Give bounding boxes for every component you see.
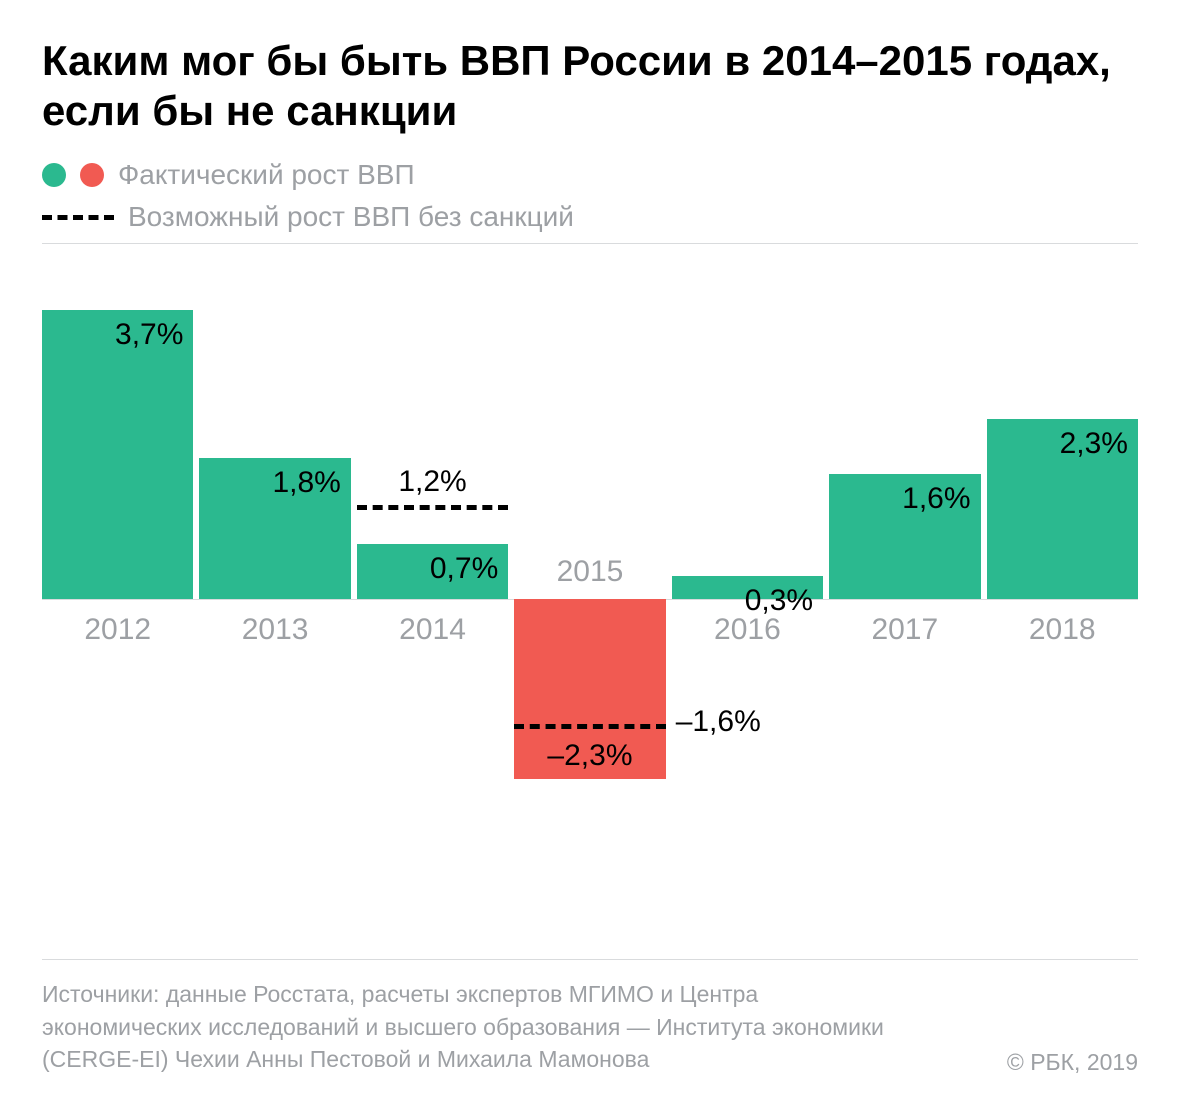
year-label: 2016 (714, 613, 781, 647)
year-label: 2014 (399, 613, 466, 647)
legend-actual: Фактический рост ВВП (42, 159, 1138, 191)
legend-counterfactual: Возможный рост ВВП без санкций (42, 201, 1138, 233)
counterfactual-label: 1,2% (398, 465, 466, 499)
year-label: 2013 (242, 613, 309, 647)
bar-value-label: 1,6% (902, 482, 970, 516)
bar-value-label: –2,3% (547, 739, 632, 773)
year-label: 2018 (1029, 613, 1096, 647)
bar-value-label: 2,3% (1060, 427, 1128, 461)
chart-column: 3,7% 2012 (42, 302, 193, 802)
chart-wrap: 3,7%20121,8%20130,7%20141,2%–2,3%2015–1,… (42, 302, 1138, 802)
counterfactual-line (514, 724, 665, 729)
footer-rule (42, 959, 1138, 960)
chart-column: 0,3%2016 (672, 302, 823, 802)
chart-bar (42, 310, 193, 599)
chart-column: 0,7% 2014 1,2% (357, 302, 508, 802)
counterfactual-line (357, 505, 508, 510)
header-rule (42, 243, 1138, 244)
year-label: 2017 (871, 613, 938, 647)
chart-column: 2,3% 2018 (987, 302, 1138, 802)
legend-dot-negative (80, 163, 104, 187)
bar-value-label: 3,7% (115, 318, 183, 352)
source-text: Источники: данные Росстата, расчеты эксп… (42, 978, 922, 1076)
chart-title: Каким мог бы быть ВВП России в 2014–2015… (42, 36, 1138, 135)
bar-chart: 3,7%20121,8%20130,7%20141,2%–2,3%2015–1,… (42, 302, 1138, 802)
chart-column: –2,3%2015–1,6% (514, 302, 665, 802)
legend-counterfactual-label: Возможный рост ВВП без санкций (128, 201, 574, 233)
year-label: 2012 (84, 613, 151, 647)
copyright-text: © РБК, 2019 (1007, 1049, 1138, 1076)
legend-actual-label: Фактический рост ВВП (118, 159, 415, 191)
legend-dash-sample (42, 215, 114, 220)
chart-column: 1,8% 2013 (199, 302, 350, 802)
bar-value-label: 1,8% (272, 466, 340, 500)
year-label: 2015 (557, 555, 624, 589)
bar-value-label: 0,7% (430, 552, 498, 586)
legend-dot-positive (42, 163, 66, 187)
chart-bars-layer: 3,7%20121,8%20130,7%20141,2%–2,3%2015–1,… (42, 302, 1138, 802)
chart-column: 1,6% 2017 (829, 302, 980, 802)
chart-footer: Источники: данные Росстата, расчеты эксп… (42, 959, 1138, 1076)
